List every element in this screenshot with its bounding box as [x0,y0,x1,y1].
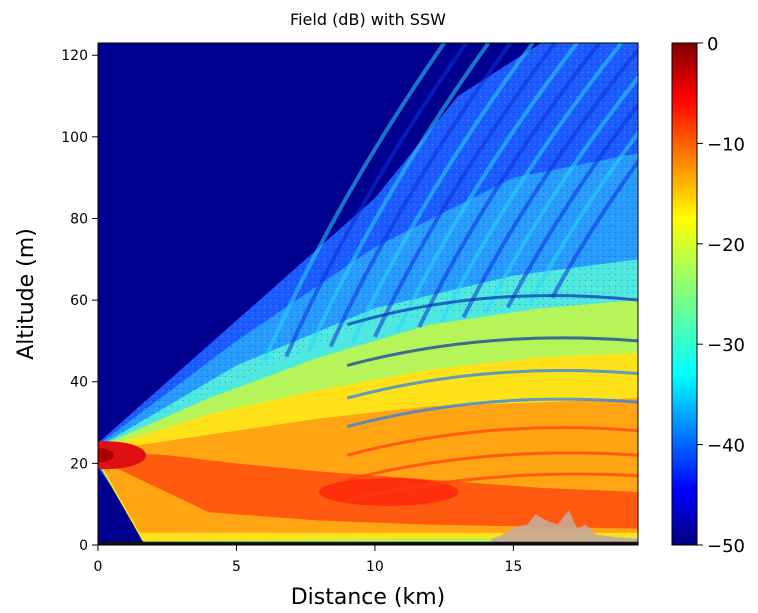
fringe-diagonal [328,43,513,348]
fringe-diagonal [528,129,638,304]
y-tick-label: 80 [70,211,88,227]
fringe-diagonal [395,43,579,333]
fringe-diagonal [461,46,638,319]
chart-title: Field (dB) with SSW [290,10,446,29]
plot-frame [97,42,639,546]
fringe-diagonal [483,74,638,314]
y-tick-label: 100 [61,130,88,146]
colorbar-tick-label: −40 [707,436,745,457]
ground-surface [98,541,638,545]
y-axis-label: Altitude (m) [14,228,39,360]
colorbar-tick-label: −10 [707,134,745,155]
colorbar-tick-label: 0 [707,34,718,55]
source-core [98,448,114,463]
x-tick-label: 10 [366,559,384,575]
heatmap-plot-area [98,43,638,545]
colorbar-axis: 0 −10 −20 −30 −40 −50 [697,34,745,557]
x-tick-label: 15 [504,559,522,575]
fringe-arc [346,369,638,400]
y-tick-label: 40 [70,375,88,391]
fringe-diagonal [373,43,557,338]
terrain-obstacle [491,510,638,545]
interference-fringes [262,43,638,502]
fringe-arc [346,293,638,327]
x-tick-label: 5 [232,559,241,575]
fringe-diagonal [350,43,535,343]
fringe-diagonal [439,43,623,324]
y-tick-label: 20 [70,456,88,472]
fringe-diagonal [262,43,446,363]
y-tick-label: 60 [70,293,88,309]
fringe-arc [346,336,638,367]
x-tick-label: 0 [94,559,103,575]
fringe-diagonal [284,43,468,358]
x-axis: 0 5 10 15 [94,545,522,575]
colorbar-tick-label: −50 [707,536,745,557]
x-axis-label: Distance (km) [291,585,446,610]
y-tick-label: 120 [61,48,88,64]
fringe-arc [346,426,638,457]
colorbar-tick-label: −20 [707,235,745,256]
fringe-arc [346,472,638,502]
y-tick-label: 0 [79,538,88,554]
fringe-arc [346,451,638,482]
ground-layer [98,510,638,545]
fringe-diagonal [506,101,638,309]
source-hotspot [98,441,146,470]
colorbar-tick-label: −30 [707,335,745,356]
fringe-diagonal [417,43,601,328]
fringe-diagonal [306,43,491,353]
fringe-diagonal [550,158,638,299]
fringe-arc [346,397,638,429]
colorbar [671,42,698,546]
y-axis: 0 20 40 60 80 100 120 [61,48,98,554]
